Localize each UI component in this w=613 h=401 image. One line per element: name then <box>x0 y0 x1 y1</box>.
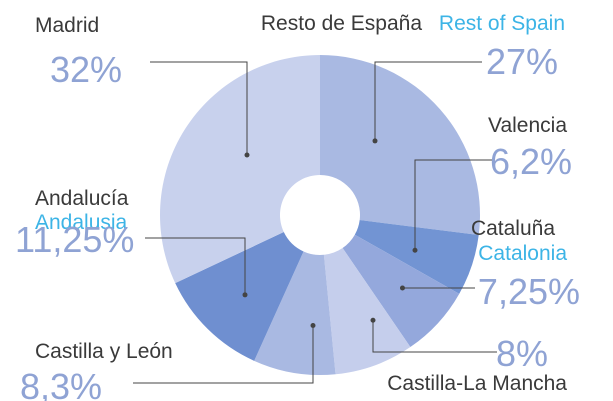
leader-dot <box>242 292 248 298</box>
leader-dot <box>399 285 405 291</box>
leader-line <box>372 320 497 353</box>
leader-dot <box>372 138 378 144</box>
leader-line <box>414 159 492 251</box>
category-label-en: Andalusia <box>35 211 128 234</box>
slice <box>342 234 460 348</box>
category-label-en: Catalonia <box>478 242 567 265</box>
category-label: Cataluña <box>471 217 555 240</box>
leader-line <box>145 237 246 295</box>
category-label: Andalucía <box>35 187 129 210</box>
value-label: 6,2% <box>490 141 572 182</box>
slice <box>354 220 479 294</box>
category-label: Madrid <box>35 14 99 37</box>
category-label: Castilla-La Mancha <box>387 372 567 395</box>
value-label: 7,25% <box>478 271 580 312</box>
category-label: Castilla y León <box>35 340 173 363</box>
value-label: 8% <box>496 333 548 374</box>
slice <box>159 55 320 284</box>
slice <box>175 232 304 361</box>
category-label: Resto de España <box>261 12 422 35</box>
category-label: Valencia <box>488 114 567 137</box>
leader-dot <box>244 152 250 158</box>
category-label-en: Rest of Spain <box>439 12 565 35</box>
slice <box>320 55 480 236</box>
value-label: 11,25% <box>15 219 134 260</box>
leader-line <box>133 325 314 384</box>
leader-dot <box>370 317 376 323</box>
slice <box>254 251 336 375</box>
value-label: 32% <box>50 49 122 90</box>
slice <box>323 248 411 375</box>
leader-dot <box>412 247 418 253</box>
leader-dot <box>310 323 316 329</box>
value-label: 8,3% <box>20 366 102 401</box>
value-label: 27% <box>486 41 558 82</box>
leader-line <box>374 61 482 141</box>
leader-line <box>150 61 248 155</box>
